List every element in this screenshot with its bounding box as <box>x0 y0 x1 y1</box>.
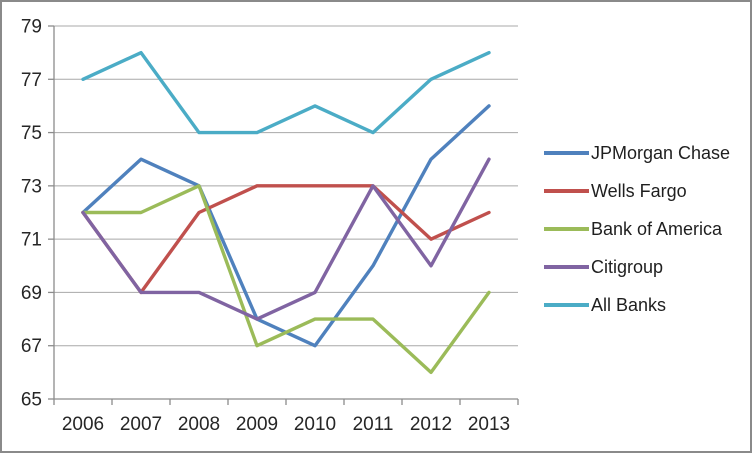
y-tick-label: 77 <box>21 70 42 91</box>
y-tick-label: 75 <box>21 123 42 144</box>
x-tick-label: 2008 <box>178 414 220 435</box>
x-tick-label: 2013 <box>468 414 510 435</box>
y-tick-label: 65 <box>21 390 42 411</box>
legend-label: Citigroup <box>591 256 664 277</box>
chart-legend: JPMorgan Chase Wells Fargo Bank of Ameri… <box>544 134 730 324</box>
x-axis-labels: 2006 2007 2008 2009 2010 2011 2012 2013 <box>62 414 510 435</box>
legend-line-swatch <box>544 303 589 307</box>
x-tick-label: 2007 <box>120 414 162 435</box>
x-tick-label: 2009 <box>236 414 278 435</box>
y-tick-label: 67 <box>21 336 42 357</box>
legend-line-swatch <box>544 265 589 269</box>
legend-line-swatch <box>544 227 589 231</box>
y-tick-label: 69 <box>21 283 42 304</box>
y-tick-label: 79 <box>21 17 42 38</box>
legend-line-swatch <box>544 189 589 193</box>
y-tick-label: 71 <box>21 230 42 251</box>
legend-line-swatch <box>544 151 589 155</box>
gridlines <box>54 25 518 347</box>
y-tick-label: 73 <box>21 176 42 197</box>
series-line <box>81 157 491 321</box>
series-lines <box>81 50 491 375</box>
legend-item-citigroup: Citigroup <box>544 248 730 286</box>
legend-label: Wells Fargo <box>591 180 687 201</box>
series-line <box>81 104 491 348</box>
axes <box>48 25 519 405</box>
legend-item-jpmorgan-chase: JPMorgan Chase <box>544 134 730 172</box>
series-line <box>81 50 491 135</box>
legend-item-wells-fargo: Wells Fargo <box>544 172 730 210</box>
x-tick-label: 2012 <box>410 414 452 435</box>
legend-item-all-banks: All Banks <box>544 286 730 324</box>
x-tick-label: 2006 <box>62 414 104 435</box>
series-line <box>81 184 491 295</box>
x-tick-label: 2010 <box>294 414 336 435</box>
legend-label: All Banks <box>591 294 667 315</box>
x-tick-label: 2011 <box>353 414 394 435</box>
legend-item-bank-of-america: Bank of America <box>544 210 730 248</box>
legend-label: JPMorgan Chase <box>591 142 731 163</box>
y-axis-labels: 65 67 69 71 73 75 77 79 <box>21 17 42 411</box>
series-line <box>81 184 491 375</box>
legend-label: Bank of America <box>591 218 723 239</box>
